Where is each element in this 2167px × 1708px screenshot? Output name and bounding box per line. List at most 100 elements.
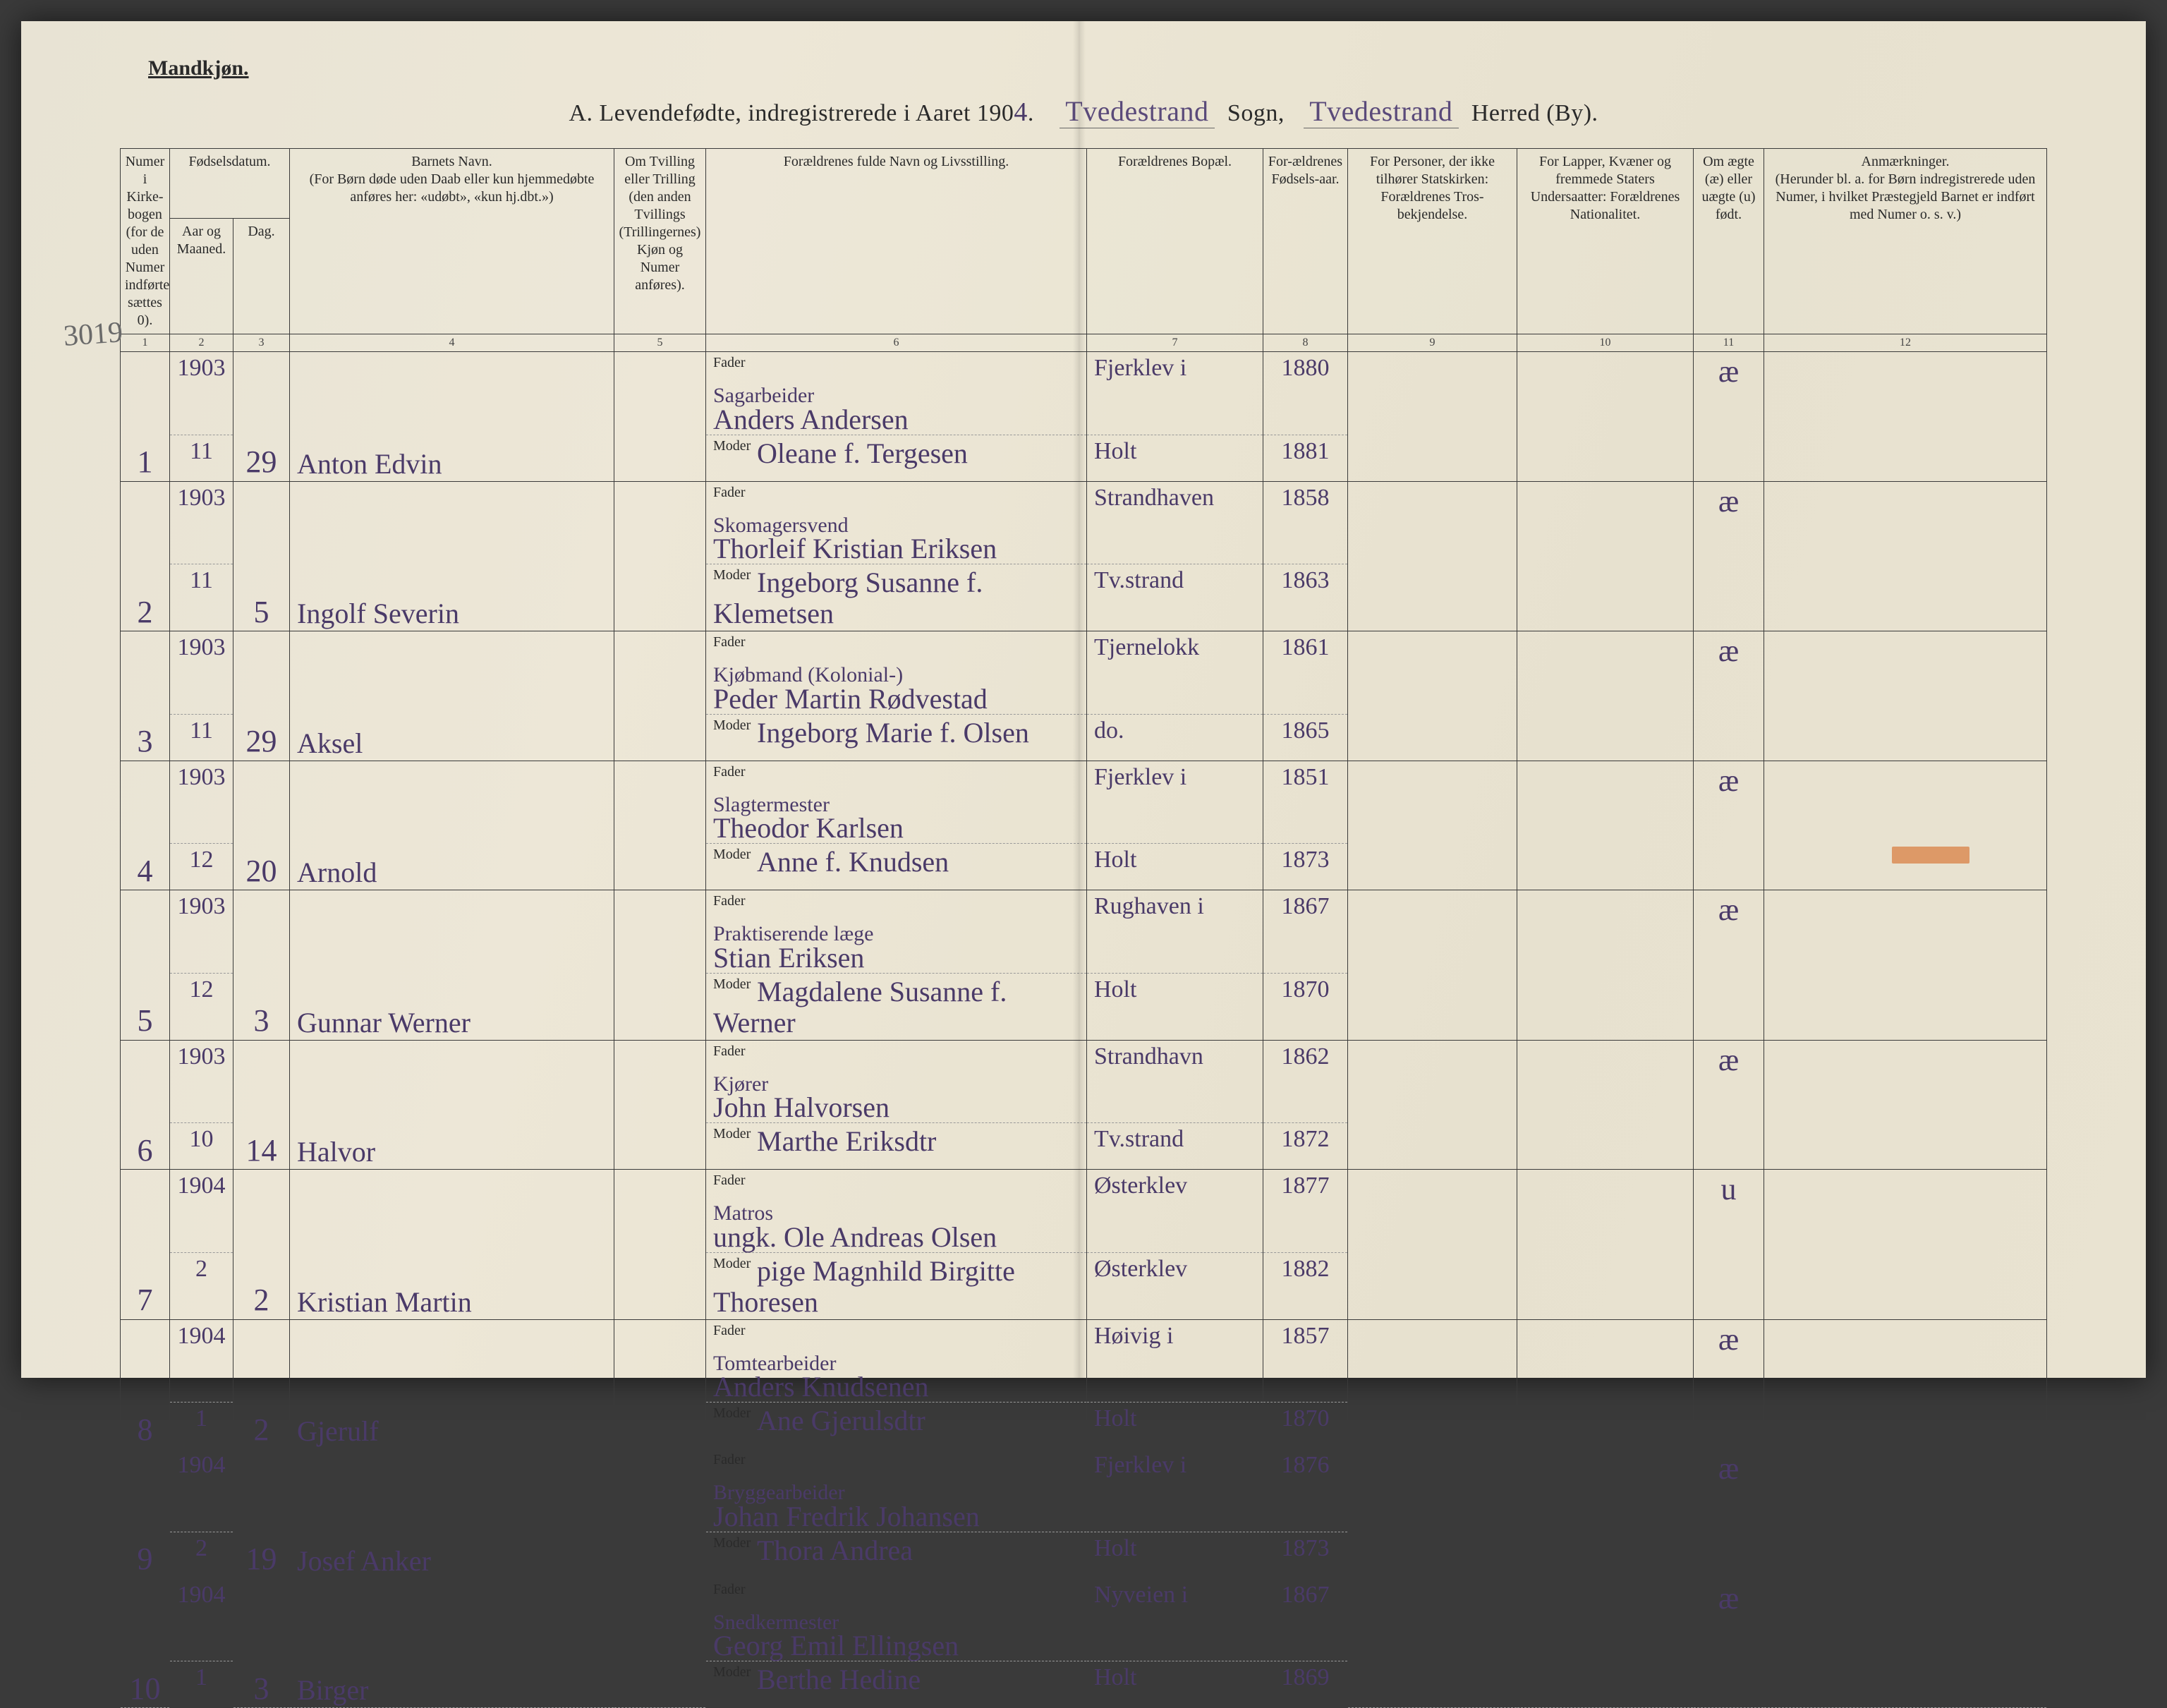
col-head-9: For Personer, der ikke tilhører Statskir… xyxy=(1348,149,1517,334)
entry-month: 12 xyxy=(170,844,233,890)
table-row: 719042Kristian MartinFaderMatrosungk. Ol… xyxy=(121,1170,2047,1253)
father-place: Østerklev xyxy=(1087,1170,1263,1253)
col-head-2a: Aar og Maaned. xyxy=(170,218,233,334)
entry-day: 20 xyxy=(233,761,290,890)
entry-month: 12 xyxy=(170,973,233,1040)
child-name: Anton Edvin xyxy=(290,352,614,482)
legitimacy: æ xyxy=(1694,1578,1764,1708)
confession-cell xyxy=(1348,481,1517,631)
nationality-cell xyxy=(1517,352,1694,482)
remarks-cell xyxy=(1764,890,2047,1041)
page-title: A. Levendefødte, indregistrerede i Aaret… xyxy=(120,95,2047,128)
father-place: Tjernelokk xyxy=(1087,631,1263,715)
confession-cell xyxy=(1348,1578,1517,1708)
child-name: Ingolf Severin xyxy=(290,481,614,631)
father-year: 1867 xyxy=(1263,1578,1348,1661)
table-row: 1190329Anton EdvinFaderSagarbeiderAnders… xyxy=(121,352,2047,435)
remarks-cell xyxy=(1764,1578,2047,1708)
twin-cell xyxy=(614,352,706,482)
remarks-cell xyxy=(1764,352,2047,482)
father-year: 1858 xyxy=(1263,481,1348,564)
entry-year: 1904 xyxy=(170,1319,233,1403)
entry-year: 1903 xyxy=(170,631,233,715)
father-cell: FaderSnedkermesterGeorg Emil Ellingsen xyxy=(706,1578,1087,1661)
col-head-10: For Lapper, Kvæner og fremmede Staters U… xyxy=(1517,149,1694,334)
entry-day: 29 xyxy=(233,352,290,482)
twin-cell xyxy=(614,481,706,631)
mother-cell: ModerMagdalene Susanne f. Werner xyxy=(706,973,1087,1040)
mother-place: Holt xyxy=(1087,844,1263,890)
nationality-cell xyxy=(1517,631,1694,761)
father-place: Strandhaven xyxy=(1087,481,1263,564)
table-row: 219035Ingolf SeverinFaderSkomagersvendTh… xyxy=(121,481,2047,564)
table-row: 819042GjerulfFaderTomtearbeiderAnders Kn… xyxy=(121,1319,2047,1403)
legitimacy: æ xyxy=(1694,761,1764,890)
mother-year: 1865 xyxy=(1263,714,1348,761)
legitimacy: æ xyxy=(1694,890,1764,1041)
father-year: 1862 xyxy=(1263,1040,1348,1123)
entry-number: 7 xyxy=(121,1170,170,1320)
father-cell: FaderKjørerJohn Halvorsen xyxy=(706,1040,1087,1123)
col-num-2b: 3 xyxy=(233,334,290,352)
remarks-cell xyxy=(1764,761,2047,890)
margin-annotation: 3019 xyxy=(62,315,123,353)
mother-year: 1882 xyxy=(1263,1252,1348,1319)
twin-cell xyxy=(614,1578,706,1708)
father-year: 1877 xyxy=(1263,1170,1348,1253)
child-name: Kristian Martin xyxy=(290,1170,614,1320)
mother-place: Østerklev xyxy=(1087,1252,1263,1319)
mother-year: 1873 xyxy=(1263,844,1348,890)
father-cell: FaderSkomagersvendThorleif Kristian Erik… xyxy=(706,481,1087,564)
table-head: Numer i Kirke-bogen (for de uden Numer i… xyxy=(121,149,2047,352)
entry-number: 5 xyxy=(121,890,170,1041)
table-row: 6190314HalvorFaderKjørerJohn HalvorsenSt… xyxy=(121,1040,2047,1123)
register-page: Mandkjøn. A. Levendefødte, indregistrere… xyxy=(21,21,2146,1378)
table-row: 519033Gunnar WernerFaderPraktiserende læ… xyxy=(121,890,2047,974)
col-num-1: 1 xyxy=(121,334,170,352)
legitimacy: æ xyxy=(1694,1319,1764,1449)
twin-cell xyxy=(614,1040,706,1170)
col-num-5: 5 xyxy=(614,334,706,352)
nationality-cell xyxy=(1517,890,1694,1041)
mother-cell: ModerIngeborg Susanne f. Klemetsen xyxy=(706,564,1087,631)
mother-cell: ModerThora Andrea xyxy=(706,1532,1087,1578)
mother-cell: ModerBerthe Hedine xyxy=(706,1661,1087,1708)
col-head-6: Forældrenes fulde Navn og Livsstilling. xyxy=(706,149,1087,334)
herred-label: Herred (By). xyxy=(1471,100,1598,126)
child-name: Josef Anker xyxy=(290,1449,614,1579)
father-place: Strandhavn xyxy=(1087,1040,1263,1123)
entry-day: 19 xyxy=(233,1449,290,1579)
nationality-cell xyxy=(1517,1578,1694,1708)
col-num-7: 7 xyxy=(1087,334,1263,352)
mother-year: 1863 xyxy=(1263,564,1348,631)
child-name: Halvor xyxy=(290,1040,614,1170)
confession-cell xyxy=(1348,352,1517,482)
nationality-cell xyxy=(1517,481,1694,631)
twin-cell xyxy=(614,890,706,1041)
twin-cell xyxy=(614,761,706,890)
remarks-cell xyxy=(1764,631,2047,761)
legitimacy: æ xyxy=(1694,1449,1764,1579)
mother-cell: ModerIngeborg Marie f. Olsen xyxy=(706,714,1087,761)
child-name: Arnold xyxy=(290,761,614,890)
col-num-11: 11 xyxy=(1694,334,1764,352)
entry-year: 1903 xyxy=(170,890,233,974)
entry-year: 1903 xyxy=(170,481,233,564)
entry-day: 14 xyxy=(233,1040,290,1170)
title-prefix: A. Levendefødte, indregistrerede i Aaret… xyxy=(569,100,1014,126)
entry-month: 2 xyxy=(170,1532,233,1578)
legitimacy: æ xyxy=(1694,631,1764,761)
gender-label: Mandkjøn. xyxy=(148,56,2047,80)
mother-place: Holt xyxy=(1087,1532,1263,1578)
herred-value: Tvedestrand xyxy=(1304,95,1459,128)
father-cell: FaderSlagtermesterTheodor Karlsen xyxy=(706,761,1087,844)
confession-cell xyxy=(1348,1449,1517,1579)
father-cell: FaderTomtearbeiderAnders Knudsenen xyxy=(706,1319,1087,1403)
mother-place: Tv.strand xyxy=(1087,564,1263,631)
mother-year: 1881 xyxy=(1263,435,1348,481)
col-head-4: Barnets Navn. (For Børn døde uden Daab e… xyxy=(290,149,614,334)
entry-year: 1904 xyxy=(170,1170,233,1253)
remarks-cell xyxy=(1764,1040,2047,1170)
col-num-10: 10 xyxy=(1517,334,1694,352)
entry-month: 1 xyxy=(170,1661,233,1708)
